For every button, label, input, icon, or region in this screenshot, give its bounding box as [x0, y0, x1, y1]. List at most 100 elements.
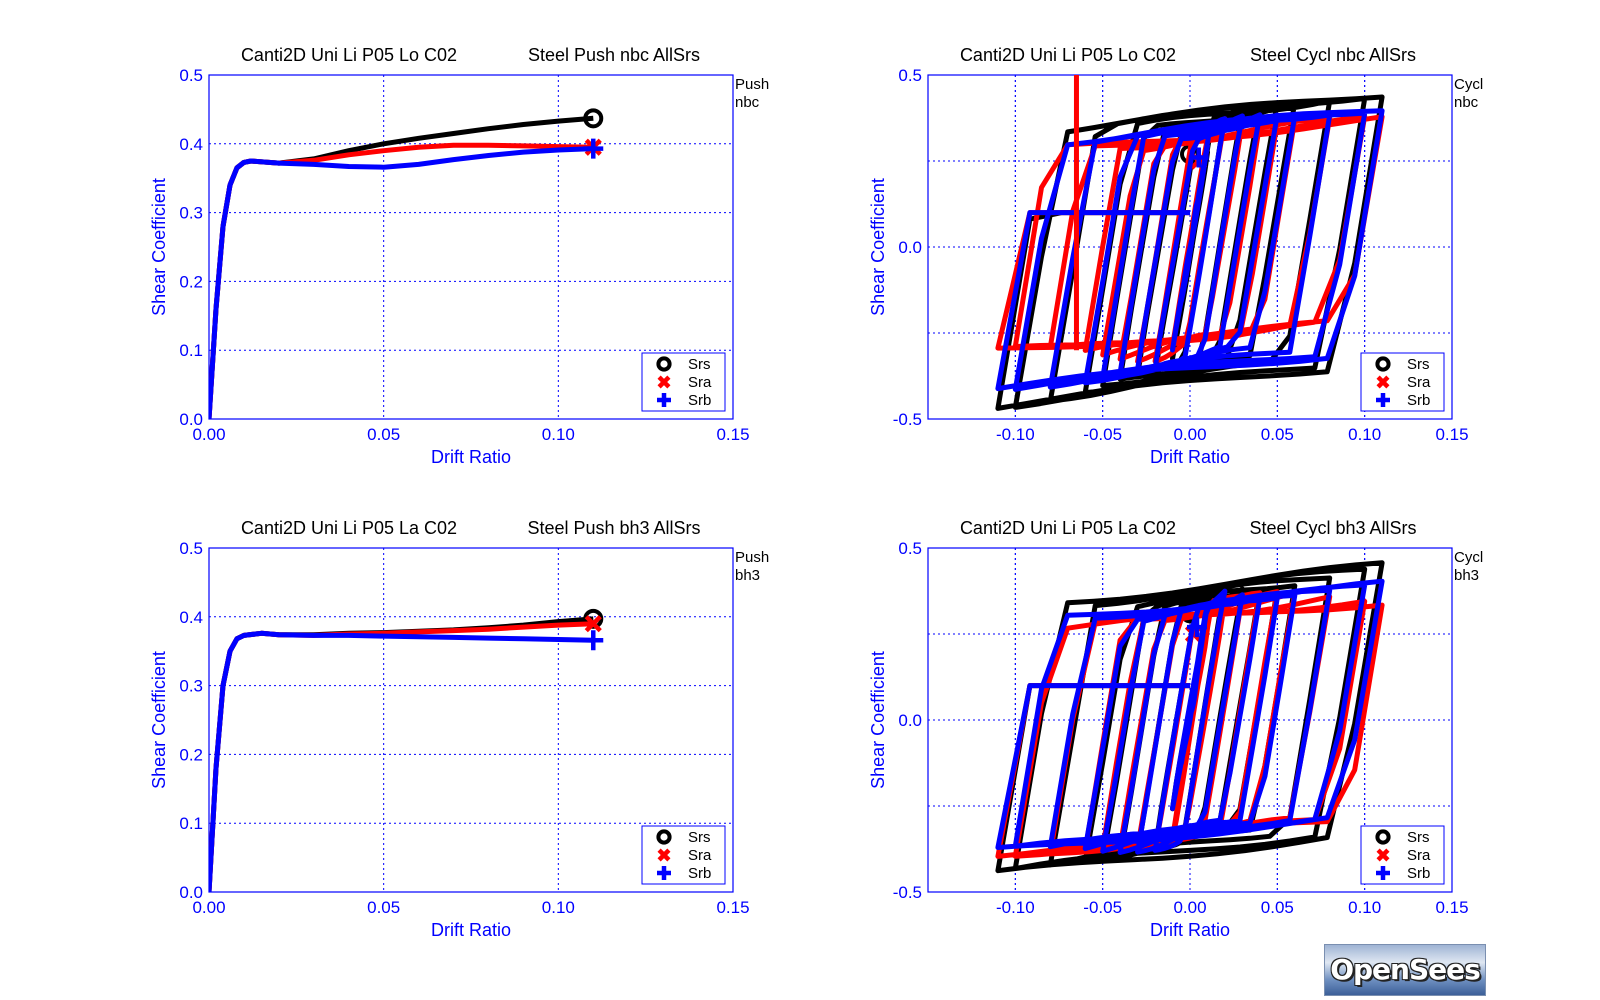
- side-label: Push: [735, 76, 769, 93]
- x-tick-label: 0.15: [716, 898, 749, 917]
- y-tick-label: 0.3: [179, 204, 203, 223]
- chart-subtitle: Steel Cycl bh3 AllSrs: [1249, 518, 1416, 538]
- chart-panel-2: -0.10 -0.05 0.00 0.05 0.10 0.15 -0.5 0.0 0.5 Drif…: [868, 45, 1483, 467]
- series-line-srb: [209, 630, 594, 892]
- series-marker-srb: [1186, 617, 1207, 638]
- legend-label-sra: Sra: [688, 374, 712, 391]
- legend-marker-srs: [1375, 356, 1391, 372]
- x-tick-label: 0.00: [1173, 898, 1206, 917]
- legend-marker-srb: [657, 866, 671, 880]
- x-tick-label: 0.05: [1261, 898, 1294, 917]
- legend-box: [641, 352, 726, 412]
- logo-text: OpenSees: [1330, 953, 1481, 986]
- series-marker-srs: [583, 108, 604, 129]
- side-label: Cycl: [1454, 76, 1483, 93]
- plot-frame: [208, 74, 734, 420]
- legend-box: [641, 825, 726, 885]
- x-tick-label: 0.00: [192, 898, 225, 917]
- x-tick-label: 0.05: [367, 898, 400, 917]
- legend-marker-srb: [657, 393, 671, 407]
- side-label: nbc: [1454, 94, 1479, 111]
- x-tick-label: -0.10: [996, 898, 1035, 917]
- y-tick-label: 0.0: [179, 883, 203, 902]
- y-tick-label: 0.5: [179, 66, 203, 85]
- side-label: nbc: [735, 94, 760, 111]
- chart-title: Canti2D Uni Li P05 Lo C02: [960, 45, 1176, 65]
- y-tick-label: 0.2: [179, 272, 203, 291]
- x-tick-label: -0.05: [1083, 898, 1122, 917]
- legend-marker-srb: [1376, 393, 1390, 407]
- series-marker-srb: [583, 630, 604, 651]
- legend-label-sra: Sra: [1407, 847, 1431, 864]
- x-axis-label: Drift Ratio: [431, 447, 511, 467]
- chart-title: Canti2D Uni Li P05 La C02: [241, 518, 457, 538]
- legend-marker-srs: [656, 356, 672, 372]
- y-tick-label: 0.0: [898, 238, 922, 257]
- opensees-logo: OpenSees: [1324, 944, 1486, 996]
- series-group: [995, 75, 1385, 411]
- y-tick-label: 0.0: [179, 410, 203, 429]
- chart-panel-4: -0.10 -0.05 0.00 0.05 0.10 0.15 -0.5 0.0 0.5 Drif…: [868, 518, 1483, 940]
- y-tick-label: 0.3: [179, 677, 203, 696]
- plot-frame: [927, 74, 1453, 420]
- chart-subtitle: Steel Push nbc AllSrs: [528, 45, 700, 65]
- x-tick-label: 0.10: [1348, 425, 1381, 444]
- legend-box: [1360, 352, 1445, 412]
- y-tick-label: 0.5: [898, 66, 922, 85]
- y-tick-label: 0.1: [179, 341, 203, 360]
- series-line-srb: [995, 108, 1385, 392]
- y-tick-label: 0.5: [179, 539, 203, 558]
- y-axis-label: Shear Coefficient: [149, 651, 169, 789]
- series-group: [209, 108, 604, 419]
- chart-title: Canti2D Uni Li P05 La C02: [960, 518, 1176, 538]
- y-tick-label: 0.1: [179, 814, 203, 833]
- chart-panel-1: 0.00 0.05 0.10 0.15 0.0 0.1 0.2 0.3 0.4 0.5 Drift …: [149, 45, 769, 467]
- y-tick-label: 0.0: [898, 711, 922, 730]
- chart-panel-3: 0.00 0.05 0.10 0.15 0.0 0.1 0.2 0.3 0.4 0.5 Drift …: [149, 518, 769, 940]
- legend-box: [1360, 825, 1445, 885]
- x-tick-label: 0.15: [1435, 898, 1468, 917]
- legend-marker-srs: [1375, 829, 1391, 845]
- series-group: [995, 560, 1385, 874]
- x-axis-label: Drift Ratio: [1150, 920, 1230, 940]
- legend-label-srs: Srs: [688, 356, 711, 373]
- legend-label-srb: Srb: [1407, 865, 1430, 882]
- x-tick-label: 0.10: [542, 898, 575, 917]
- legend-marker-sra: [657, 848, 671, 862]
- legend-label-sra: Sra: [688, 847, 712, 864]
- y-tick-label: 0.4: [179, 608, 203, 627]
- x-tick-label: 0.00: [1173, 425, 1206, 444]
- x-tick-label: 0.05: [1261, 425, 1294, 444]
- x-tick-label: 0.15: [716, 425, 749, 444]
- legend-label-srb: Srb: [688, 865, 711, 882]
- side-label: bh3: [735, 567, 760, 584]
- y-tick-label: -0.5: [893, 883, 922, 902]
- x-tick-label: 0.15: [1435, 425, 1468, 444]
- legend-label-srs: Srs: [688, 829, 711, 846]
- legend-label-sra: Sra: [1407, 374, 1431, 391]
- legend-label-srb: Srb: [688, 392, 711, 409]
- legend-marker-sra: [1376, 848, 1390, 862]
- legend-marker-sra: [1376, 375, 1390, 389]
- legend-marker-srb: [1376, 866, 1390, 880]
- series-marker-srb: [1188, 147, 1209, 168]
- series-marker-srb: [583, 138, 604, 159]
- side-label: Push: [735, 549, 769, 566]
- x-tick-label: 0.00: [192, 425, 225, 444]
- y-tick-label: 0.5: [898, 539, 922, 558]
- chart-subtitle: Steel Cycl nbc AllSrs: [1250, 45, 1416, 65]
- chart-subtitle: Steel Push bh3 AllSrs: [527, 518, 700, 538]
- x-tick-label: 0.05: [367, 425, 400, 444]
- x-tick-label: 0.10: [1348, 898, 1381, 917]
- series-group: [209, 608, 604, 892]
- y-tick-label: -0.5: [893, 410, 922, 429]
- legend-label-srs: Srs: [1407, 829, 1430, 846]
- side-label: bh3: [1454, 567, 1479, 584]
- y-tick-label: 0.4: [179, 135, 203, 154]
- series-line-srb: [995, 578, 1385, 855]
- x-axis-label: Drift Ratio: [1150, 447, 1230, 467]
